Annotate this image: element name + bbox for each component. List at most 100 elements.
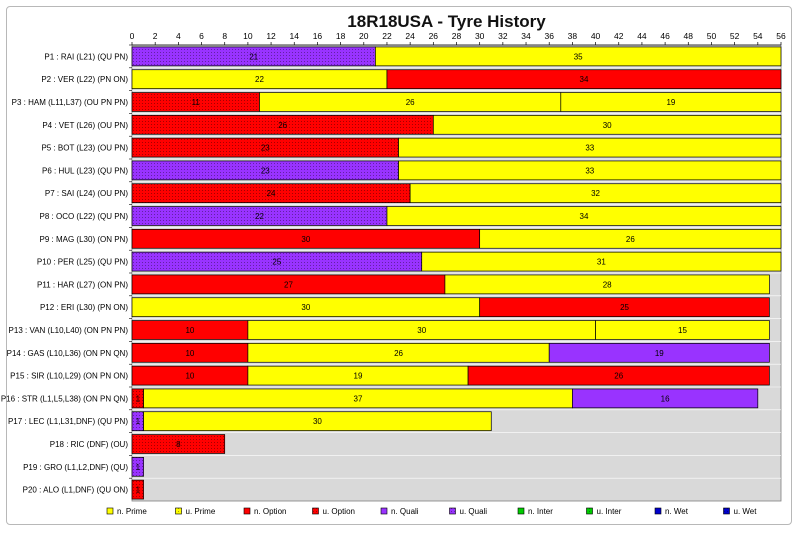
stint-bar [386, 69, 782, 90]
stint-laps-label: 25 [272, 258, 281, 267]
x-tick-label: 24 [405, 31, 415, 41]
row-label: P15 : SIR (L10,L29) (ON PN ON) [10, 372, 128, 381]
stint-laps-label: 15 [678, 326, 687, 335]
legend-swatch [175, 507, 182, 515]
stint-laps-label: 23 [261, 166, 270, 175]
stint-laps-label: 26 [614, 372, 623, 381]
stint-bar [421, 251, 782, 272]
stint-laps-label: 26 [406, 98, 415, 107]
stint-laps-label: 21 [249, 52, 258, 61]
stint-bar [131, 456, 144, 477]
row-label: P10 : PER (L25) (QU PN) [37, 258, 128, 267]
stint-laps-label: 19 [655, 349, 664, 358]
stint-bar [409, 183, 782, 204]
stint-bar [444, 274, 770, 295]
stint-laps-label: 8 [176, 440, 181, 449]
legend-label: u. Option [323, 507, 355, 516]
stint-bar [375, 46, 782, 67]
row-label: P11 : HAR (L27) (ON PN) [37, 280, 128, 289]
legend-label: u. Quali [460, 507, 488, 516]
stint-laps-label: 32 [591, 189, 600, 198]
stint-laps-label: 16 [661, 394, 670, 403]
x-tick-label: 38 [568, 31, 578, 41]
stint-laps-label: 10 [185, 349, 194, 358]
stint-bar [595, 320, 770, 340]
x-tick-label: 42 [614, 31, 624, 41]
legend-label: u. Inter [597, 507, 622, 516]
stint-laps-label: 34 [580, 212, 589, 221]
x-tick-label: 50 [707, 31, 717, 41]
x-tick-label: 26 [429, 31, 439, 41]
row-label: P18 : RIC (DNF) (OU) [50, 440, 129, 449]
legend-swatch [723, 507, 730, 515]
stint-laps-label: 26 [626, 235, 635, 244]
stint-laps-label: 26 [278, 121, 287, 130]
row-label: P7 : SAI (L24) (OU PN) [45, 189, 128, 198]
row-label: P20 : ALO (L1,DNF) (QU ON) [23, 486, 129, 495]
row-label: P3 : HAM (L11,L37) (OU PN PN) [12, 98, 129, 107]
stint-bar [398, 160, 782, 181]
row-label: P12 : ERI (L30) (PN ON) [40, 303, 128, 312]
stint-bar [398, 137, 782, 158]
row-label: P14 : GAS (L10,L36) (ON PN QN) [7, 349, 129, 358]
legend-swatch [243, 507, 251, 515]
x-tick-label: 10 [243, 31, 253, 41]
stint-bar [467, 365, 770, 386]
x-tick-label: 40 [591, 31, 601, 41]
stint-laps-label: 37 [354, 394, 363, 403]
stint-laps-label: 22 [255, 75, 264, 84]
stint-laps-label: 19 [354, 372, 363, 381]
stint-laps-label: 34 [580, 75, 589, 84]
legend-label: n. Option [254, 507, 286, 516]
stint-bar [131, 434, 226, 454]
stint-bar [386, 206, 782, 226]
x-tick-label: 32 [498, 31, 508, 41]
x-tick-label: 30 [475, 31, 485, 41]
stint-laps-label: 25 [620, 303, 629, 312]
x-tick-label: 34 [521, 31, 531, 41]
row-label: P17 : LEC (L1,L31,DNF) (QU PN) [8, 417, 128, 426]
x-tick-label: 18 [336, 31, 346, 41]
stint-laps-label: 30 [417, 326, 426, 335]
stint-laps-label: 1 [136, 463, 141, 472]
legend-swatch [106, 507, 114, 515]
stint-laps-label: 1 [136, 486, 141, 495]
stint-laps-label: 22 [255, 212, 264, 221]
legend-label: u. Wet [734, 507, 758, 516]
stint-laps-label: 1 [136, 417, 141, 426]
row-label: P19 : GRO (L1,L2,DNF) (QU) [23, 463, 128, 472]
legend-swatch [380, 507, 388, 515]
row-label: P8 : OCO (L22) (QU PN) [40, 212, 129, 221]
stint-laps-label: 35 [574, 52, 583, 61]
x-tick-label: 16 [313, 31, 323, 41]
legend-label: n. Wet [665, 507, 689, 516]
row-label: P6 : HUL (L23) (QU PN) [42, 166, 128, 175]
stint-bar [143, 411, 492, 432]
row-label: P1 : RAI (L21) (QU PN) [44, 52, 128, 61]
x-tick-label: 6 [199, 31, 204, 41]
stint-laps-label: 30 [301, 303, 310, 312]
row-label: P4 : VET (L26) (OU PN) [42, 121, 128, 130]
x-tick-label: 52 [730, 31, 740, 41]
x-tick-label: 14 [290, 31, 300, 41]
legend-swatch [449, 507, 456, 515]
row-label: P13 : VAN (L10,L40) (ON PN PN) [9, 326, 129, 335]
stint-laps-label: 11 [192, 98, 201, 107]
x-tick-label: 54 [753, 31, 763, 41]
x-tick-label: 48 [684, 31, 694, 41]
x-tick-label: 0 [130, 31, 135, 41]
x-tick-label: 20 [359, 31, 369, 41]
stint-laps-label: 27 [284, 280, 293, 289]
x-tick-label: 46 [660, 31, 670, 41]
legend-label: n. Quali [391, 507, 419, 516]
stint-bar [131, 479, 144, 500]
stint-laps-label: 30 [603, 121, 612, 130]
x-tick-label: 2 [153, 31, 158, 41]
stint-bar [479, 297, 770, 318]
legend-swatch [517, 507, 525, 515]
stint-bar [432, 114, 782, 135]
stint-laps-label: 33 [585, 166, 594, 175]
stint-laps-label: 10 [185, 372, 194, 381]
stint-laps-label: 23 [261, 144, 270, 153]
